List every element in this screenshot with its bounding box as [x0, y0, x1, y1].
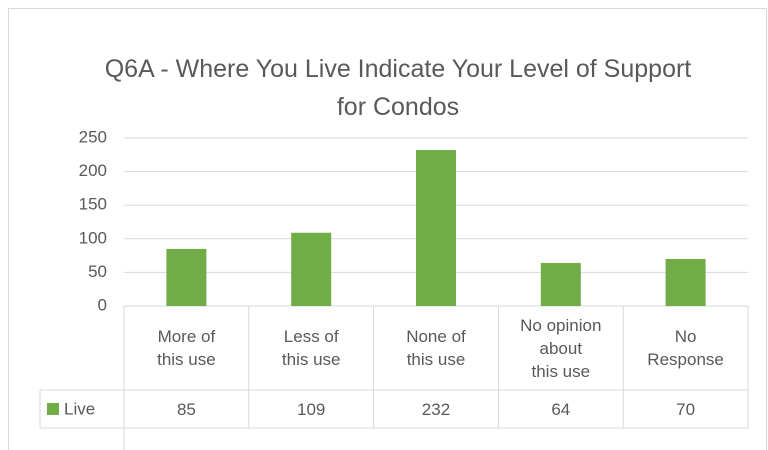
table-value: 232 — [374, 390, 499, 428]
table-value: 70 — [623, 390, 748, 428]
bar — [291, 232, 332, 306]
x-tick-label-text: More of this use — [157, 327, 216, 369]
table-value-text: 70 — [676, 399, 696, 419]
y-tick-label: 50 — [88, 262, 107, 281]
y-tick-label: 0 — [98, 295, 107, 314]
table-value-text: 232 — [421, 399, 451, 419]
x-tick-label: More of this use — [124, 306, 249, 390]
x-tick-label: None of this use — [374, 306, 499, 390]
legend-label: Live — [64, 399, 95, 418]
chart-title: Q6A - Where You Live Indicate Your Level… — [104, 55, 692, 121]
table-value-text: 85 — [176, 399, 196, 419]
table-value-text: 64 — [551, 399, 571, 419]
chart-border — [8, 8, 767, 450]
table-value-text: 109 — [297, 399, 326, 419]
legend-key — [47, 403, 59, 415]
x-tick-label: No Response — [623, 306, 748, 390]
x-tick-label-text: Less of this use — [281, 327, 341, 369]
bar — [540, 262, 581, 306]
x-tick-label: Less of this use — [249, 306, 374, 390]
x-tick-label: No opinion about this use — [498, 306, 623, 390]
bar — [166, 248, 207, 306]
x-tick-label-text: None of this use — [406, 327, 466, 369]
bar — [665, 258, 706, 306]
y-tick-label: 200 — [79, 161, 107, 180]
table-value: 85 — [124, 390, 249, 428]
y-tick-label: 100 — [79, 228, 107, 247]
y-tick-label: 250 — [79, 127, 107, 146]
bar — [416, 150, 456, 306]
table-value: 64 — [498, 390, 623, 428]
y-tick-label: 150 — [79, 195, 107, 214]
x-tick-label-text: No Response — [647, 327, 724, 369]
table-value: 109 — [249, 390, 374, 428]
x-tick-label-text: No opinion about this use — [520, 315, 602, 381]
